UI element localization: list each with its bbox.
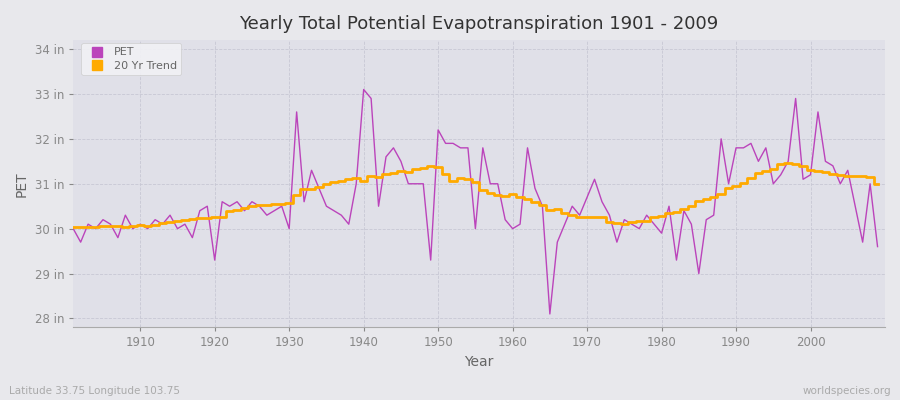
Title: Yearly Total Potential Evapotranspiration 1901 - 2009: Yearly Total Potential Evapotranspiratio… (239, 15, 719, 33)
Text: worldspecies.org: worldspecies.org (803, 386, 891, 396)
Legend: PET, 20 Yr Trend: PET, 20 Yr Trend (81, 43, 181, 75)
Text: Latitude 33.75 Longitude 103.75: Latitude 33.75 Longitude 103.75 (9, 386, 180, 396)
X-axis label: Year: Year (464, 355, 494, 369)
Y-axis label: PET: PET (15, 171, 29, 196)
